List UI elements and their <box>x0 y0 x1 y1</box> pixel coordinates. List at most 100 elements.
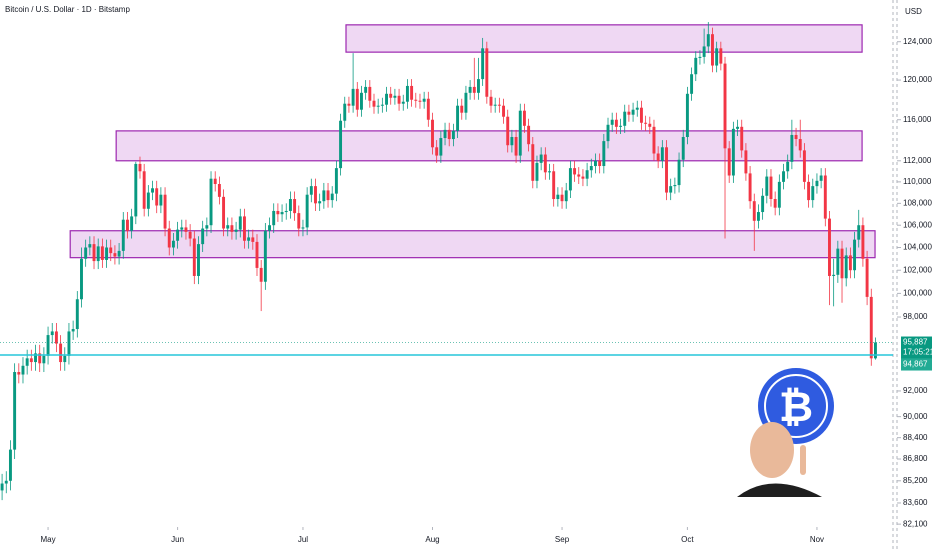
candle-body <box>134 163 138 217</box>
candle-body <box>815 180 819 187</box>
candle-body <box>844 255 848 279</box>
candle-body <box>861 225 865 259</box>
candle-body <box>259 267 263 282</box>
candle-body <box>794 134 798 140</box>
candle-body <box>121 219 125 251</box>
candle-body <box>840 248 844 279</box>
candle-body <box>25 358 29 366</box>
candle-body <box>422 98 426 102</box>
candle-body <box>489 96 493 106</box>
y-tick-label: 104,000 <box>903 243 932 252</box>
candle-body <box>351 88 355 106</box>
candle-body <box>75 299 79 330</box>
candle-body <box>464 92 468 113</box>
candle-body <box>823 175 827 219</box>
candle-body <box>17 372 21 375</box>
candle-body <box>146 192 150 209</box>
candle-body <box>209 178 213 226</box>
candle-body <box>397 95 401 104</box>
candle-body <box>217 184 221 197</box>
candle-body <box>389 93 393 98</box>
candle-body <box>238 216 242 230</box>
candle-body <box>167 228 171 248</box>
candle-body <box>372 100 376 107</box>
candle-body <box>531 144 535 181</box>
candle-body <box>623 111 627 126</box>
candle-body <box>477 79 480 93</box>
candle-body <box>635 107 639 110</box>
candle-body <box>263 230 267 282</box>
candle-body <box>543 154 547 173</box>
candle-body <box>602 141 606 167</box>
candle-body <box>790 134 794 162</box>
candle-body <box>598 160 602 167</box>
candle-body <box>610 119 614 125</box>
candle-body <box>782 171 785 182</box>
candle-body <box>21 365 25 375</box>
candle-body <box>836 248 840 275</box>
y-tick-label: 108,000 <box>903 198 932 207</box>
candle-body <box>451 130 455 140</box>
candle-body <box>777 181 781 208</box>
candle-body <box>669 186 673 193</box>
candle-body <box>648 123 652 127</box>
x-tick-label: May <box>40 535 55 544</box>
candle-body <box>268 225 271 231</box>
x-tick-label: Sep <box>555 535 570 544</box>
candle-body <box>773 199 777 208</box>
candle-body <box>665 147 668 193</box>
candle-body <box>865 258 869 297</box>
candle-body <box>59 343 63 363</box>
candle-body <box>280 212 284 215</box>
y-tick-label: 106,000 <box>903 220 932 229</box>
candle-body <box>355 88 359 110</box>
candle-body <box>401 101 405 104</box>
candle-body <box>819 175 823 181</box>
candle-body <box>305 194 309 228</box>
y-tick-label: 85,200 <box>903 476 928 485</box>
candle-body <box>368 86 372 101</box>
candle-body <box>242 216 246 241</box>
y-tick-label: 88,400 <box>903 433 928 442</box>
candle-body <box>711 34 714 66</box>
candle-body <box>347 103 351 106</box>
candle-body <box>117 250 121 257</box>
candle-body <box>518 110 522 156</box>
candle-body <box>560 194 564 202</box>
candle-body <box>443 129 447 139</box>
x-tick-label: Nov <box>810 535 824 544</box>
x-tick-label: Jul <box>298 535 308 544</box>
candle-body <box>255 241 259 268</box>
candle-body <box>594 160 597 167</box>
candle-body <box>802 150 806 182</box>
candle-body <box>527 125 531 145</box>
price-tag-label: 95,887 <box>903 338 928 347</box>
zones <box>69 24 876 259</box>
candle-body <box>589 166 593 171</box>
candle-body <box>54 331 58 344</box>
candle-body <box>744 150 748 174</box>
candle-body <box>460 105 464 113</box>
candle-body <box>314 186 317 204</box>
candle-body <box>96 246 100 262</box>
candle-body <box>42 355 46 364</box>
candle-body <box>192 238 196 276</box>
candle-body <box>431 119 434 148</box>
candle-body <box>685 93 689 138</box>
candle-body <box>130 216 134 231</box>
zone <box>115 130 863 162</box>
candle-body <box>548 171 551 173</box>
candle-body <box>439 138 443 156</box>
candle-body <box>673 185 677 187</box>
candle-body <box>723 63 727 149</box>
candle-body <box>564 190 568 202</box>
candle-body <box>577 174 581 177</box>
candle-body <box>159 194 163 206</box>
candle-body <box>848 255 852 271</box>
candle-body <box>811 186 815 201</box>
candle-body <box>205 225 209 229</box>
candle-body <box>426 98 430 120</box>
candle-body <box>113 253 117 257</box>
coin-ring <box>764 374 828 438</box>
y-tick-label: 110,000 <box>903 177 932 186</box>
